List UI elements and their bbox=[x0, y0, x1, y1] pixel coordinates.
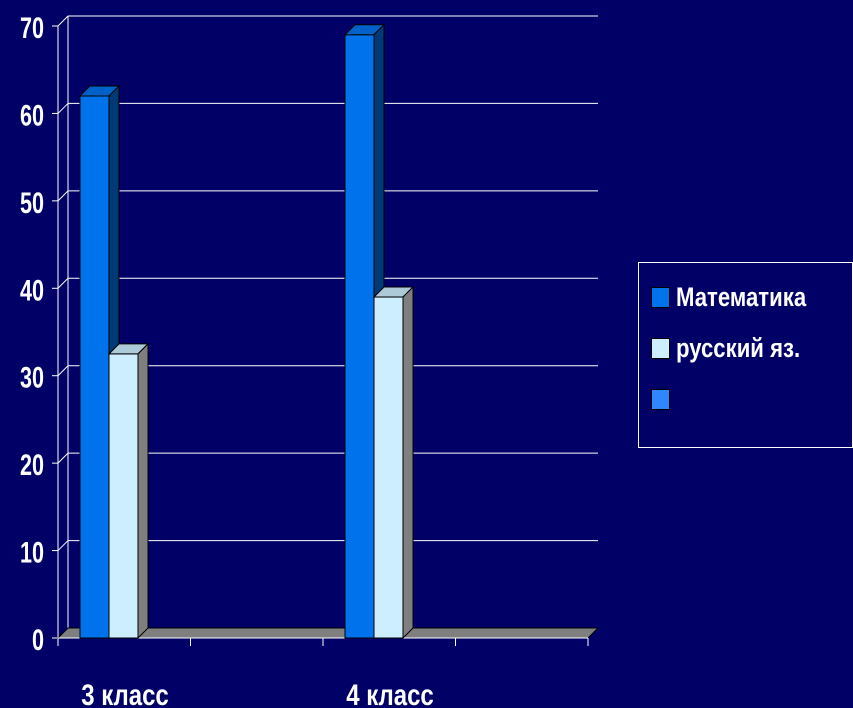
bar-front-face bbox=[108, 353, 139, 639]
legend-item-2 bbox=[651, 384, 676, 414]
y-tick-label: 20 bbox=[20, 448, 44, 482]
bar-side-face bbox=[402, 285, 414, 640]
gridline-diagonal bbox=[57, 190, 69, 202]
x-category-label: 4 класс bbox=[346, 677, 434, 708]
bar-front-face bbox=[79, 95, 110, 639]
y-tick-label: 0 bbox=[32, 622, 44, 656]
gridline-diagonal bbox=[57, 103, 69, 114]
legend-item-1: русский яз. bbox=[651, 333, 827, 363]
bar bbox=[107, 342, 150, 640]
y-tick-label: 60 bbox=[20, 98, 44, 132]
bars bbox=[78, 23, 415, 640]
gridline-diagonal bbox=[57, 15, 69, 27]
y-tick-label: 70 bbox=[20, 10, 44, 44]
y-tick-label: 30 bbox=[20, 360, 44, 394]
x-axis-category-labels: 3 класс 4 класс bbox=[81, 677, 434, 708]
y-tick-label: 40 bbox=[20, 273, 44, 307]
legend-item-0: Математика bbox=[651, 282, 835, 312]
legend-swatch-2 bbox=[651, 388, 670, 410]
legend-swatch-1 bbox=[651, 337, 670, 359]
bar-front-face bbox=[373, 296, 404, 639]
gridlines bbox=[57, 15, 598, 551]
axes bbox=[52, 16, 600, 646]
legend: Математика русский яз. bbox=[638, 262, 853, 448]
gridline-diagonal bbox=[57, 540, 69, 551]
bar-front-face bbox=[344, 34, 375, 639]
y-tick-label: 50 bbox=[20, 185, 44, 219]
gridline-diagonal bbox=[57, 452, 69, 464]
bar bbox=[372, 285, 415, 640]
x-category-label: 3 класс bbox=[81, 677, 169, 708]
gridline-diagonal bbox=[57, 277, 69, 289]
bar-side-face bbox=[137, 342, 149, 640]
gridline-diagonal bbox=[57, 365, 69, 377]
legend-swatch-0 bbox=[651, 286, 670, 308]
legend-label-0: Математика bbox=[676, 281, 807, 312]
legend-label-1: русский яз. bbox=[676, 332, 801, 363]
y-axis-tick-labels: 0 10 20 30 40 50 60 70 bbox=[20, 10, 44, 656]
y-tick-label: 10 bbox=[20, 535, 44, 569]
